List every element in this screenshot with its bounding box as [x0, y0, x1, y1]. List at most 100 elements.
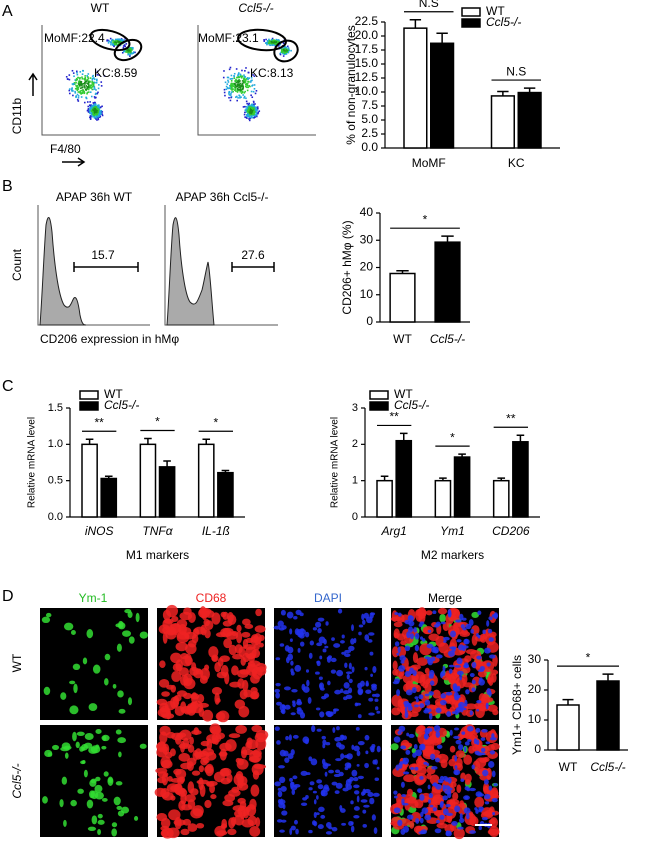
- flow-dot: [108, 40, 110, 43]
- cell: [315, 812, 320, 816]
- cell: [202, 709, 214, 722]
- flow-dot: [96, 107, 98, 110]
- cell: [483, 793, 491, 800]
- flow-dot: [255, 109, 258, 111]
- flow-dot: [244, 105, 246, 108]
- flow-dot: [75, 88, 78, 90]
- cell: [103, 771, 109, 777]
- cell: [353, 784, 360, 789]
- flow-dot: [253, 114, 255, 117]
- cell: [464, 699, 468, 707]
- flow-dot: [251, 106, 253, 108]
- cell: [331, 637, 335, 641]
- flow-dot: [87, 88, 90, 91]
- cell: [243, 689, 253, 698]
- cell: [435, 707, 442, 714]
- flow-dot: [91, 80, 93, 83]
- cell: [292, 734, 299, 739]
- flow-dot: [285, 53, 288, 55]
- cell: [483, 779, 489, 785]
- flow-dot: [76, 71, 78, 74]
- flow-dot: [248, 77, 251, 79]
- cell: [393, 736, 401, 743]
- cell: [341, 822, 347, 826]
- cell: [158, 678, 170, 688]
- cell: [246, 804, 257, 817]
- cell: [320, 814, 326, 819]
- cell: [117, 690, 124, 698]
- y-tick-label: 10.0: [355, 84, 379, 98]
- flow-dot: [96, 92, 99, 95]
- flow-dot: [233, 85, 236, 88]
- cell: [323, 693, 330, 698]
- flow-plot: [41, 25, 160, 136]
- cell: [415, 818, 420, 824]
- cell: [287, 646, 294, 654]
- flow-dot: [247, 71, 250, 74]
- flow-dot: [228, 68, 231, 71]
- cell: [246, 663, 258, 676]
- flow-dot: [93, 101, 96, 104]
- cell: [82, 657, 88, 665]
- flow-dot: [252, 114, 254, 117]
- error-bar: [396, 270, 409, 274]
- error-bar: [104, 475, 113, 479]
- y-tick-label: 2.5: [361, 126, 378, 140]
- cell: [178, 752, 190, 762]
- flow-dot: [92, 115, 94, 118]
- cell: [334, 689, 342, 695]
- cell: [445, 613, 454, 625]
- flow-dot: [74, 92, 77, 94]
- flow-dot: [254, 92, 257, 95]
- cell: [200, 667, 210, 681]
- flow-dot: [123, 50, 125, 53]
- cell: [193, 727, 200, 735]
- cell: [345, 671, 353, 675]
- flow-dot: [75, 84, 77, 87]
- flow-dot: [224, 94, 226, 97]
- cell: [482, 769, 489, 777]
- flow-dot: [89, 101, 91, 103]
- cell: [439, 699, 447, 706]
- flow-dot: [256, 108, 259, 110]
- cell: [156, 698, 168, 706]
- flow-dot: [87, 81, 90, 83]
- cell: [316, 795, 319, 800]
- histogram-title: APAP 36h WT: [56, 190, 133, 204]
- flow-dot: [250, 90, 253, 93]
- cell: [210, 794, 217, 800]
- significance-label: *: [213, 415, 218, 429]
- flow-dot: [263, 40, 266, 42]
- x-tick-label: MoMF: [412, 156, 446, 170]
- cell: [368, 632, 375, 636]
- cell: [249, 750, 262, 763]
- cell: [353, 815, 360, 819]
- flow-dot: [233, 72, 236, 75]
- cell: [222, 611, 229, 620]
- flow-dot: [249, 113, 251, 116]
- flow-dot: [244, 109, 247, 112]
- cell: [325, 621, 329, 626]
- flow-dot: [251, 96, 254, 99]
- cell: [333, 643, 341, 648]
- flow-dot: [115, 43, 117, 46]
- flow-dot: [227, 79, 229, 82]
- flow-dot: [93, 88, 96, 90]
- cell: [351, 666, 355, 673]
- flow-dot: [233, 75, 236, 78]
- cell: [491, 770, 496, 778]
- flow-dot: [95, 96, 97, 99]
- flow-dot: [275, 38, 278, 41]
- cell: [296, 707, 302, 712]
- cell: [488, 637, 494, 642]
- cell: [429, 804, 434, 808]
- cell: [45, 612, 52, 618]
- cell: [435, 730, 441, 738]
- cell: [363, 804, 370, 808]
- cell: [277, 790, 283, 798]
- flow-dot: [283, 51, 285, 54]
- cell: [435, 654, 443, 659]
- flow-dot: [71, 69, 74, 72]
- flow-dot: [130, 51, 132, 54]
- flow-dot: [94, 97, 96, 99]
